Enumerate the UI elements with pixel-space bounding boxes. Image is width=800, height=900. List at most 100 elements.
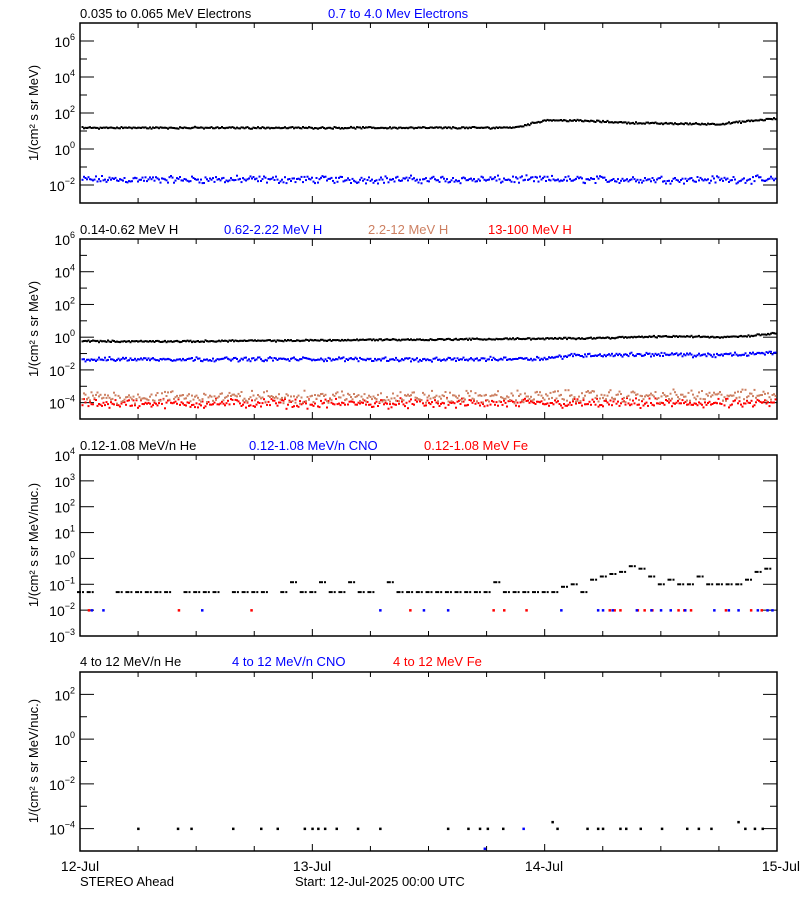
data-point	[102, 126, 105, 129]
data-point	[319, 581, 323, 584]
data-point	[510, 358, 513, 361]
data-point	[273, 397, 276, 399]
data-point	[516, 125, 519, 128]
data-point	[737, 609, 740, 612]
data-point	[113, 340, 115, 342]
data-point	[245, 340, 247, 342]
data-point	[375, 338, 378, 341]
data-point	[386, 177, 388, 180]
data-point	[696, 176, 699, 178]
data-point	[96, 404, 99, 407]
data-point	[543, 175, 546, 178]
data-point	[128, 126, 130, 129]
data-point	[185, 397, 187, 400]
data-point	[620, 336, 622, 339]
data-point	[548, 397, 550, 400]
data-point	[270, 177, 273, 180]
data-point	[129, 357, 132, 360]
data-point	[564, 389, 567, 392]
data-point	[567, 403, 570, 406]
data-point	[762, 119, 765, 122]
data-point	[684, 395, 687, 398]
data-point	[741, 405, 744, 408]
data-point	[644, 122, 646, 125]
data-point	[578, 119, 580, 122]
data-point	[537, 337, 540, 340]
data-point	[720, 583, 723, 586]
data-point	[169, 591, 172, 594]
data-point	[218, 358, 220, 361]
data-point	[353, 358, 355, 361]
data-point	[494, 127, 496, 130]
data-point	[176, 402, 178, 405]
data-point	[564, 404, 567, 407]
data-point	[605, 399, 607, 402]
data-point	[294, 181, 297, 184]
data-point	[507, 358, 510, 361]
data-point	[285, 591, 288, 594]
data-point	[641, 354, 643, 357]
data-point	[125, 396, 127, 399]
series-title-electrons-high: 0.7 to 4.0 Mev Electrons	[328, 6, 469, 21]
data-point	[546, 402, 549, 405]
data-point	[218, 178, 220, 180]
data-point	[771, 177, 774, 180]
data-point	[603, 399, 606, 402]
data-point	[132, 395, 135, 398]
data-point	[486, 404, 489, 407]
data-point	[602, 405, 604, 408]
data-point	[590, 177, 592, 180]
data-point	[743, 353, 745, 356]
plot-frame	[79, 454, 778, 637]
data-point	[710, 354, 712, 357]
data-point	[266, 181, 268, 184]
data-point	[561, 585, 565, 588]
data-point	[123, 401, 126, 404]
data-point	[114, 127, 117, 130]
data-point	[542, 358, 544, 361]
data-point	[750, 578, 752, 581]
data-point	[230, 395, 232, 397]
data-point	[671, 180, 673, 183]
data-point	[326, 400, 328, 403]
data-point	[87, 358, 90, 361]
data-point	[435, 356, 438, 359]
data-point	[633, 178, 636, 181]
data-point	[303, 400, 306, 403]
data-point	[459, 182, 462, 185]
data-point	[435, 394, 438, 397]
data-point	[639, 336, 642, 338]
data-point	[176, 827, 180, 831]
data-point	[662, 392, 664, 394]
data-point	[471, 337, 474, 340]
data-point	[650, 355, 652, 358]
data-point	[756, 394, 759, 397]
data-point	[254, 178, 256, 181]
data-point	[321, 338, 324, 341]
data-point	[590, 355, 592, 358]
data-point	[218, 339, 220, 342]
data-point	[648, 352, 651, 355]
data-point	[714, 401, 717, 404]
data-point	[132, 359, 135, 361]
data-point	[99, 339, 102, 342]
data-point	[738, 180, 741, 183]
data-point	[84, 360, 87, 363]
data-point	[638, 567, 643, 570]
data-point	[665, 335, 667, 337]
data-point	[600, 393, 603, 396]
data-point	[228, 126, 231, 129]
data-point	[570, 394, 573, 397]
data-point	[246, 591, 249, 594]
data-point	[363, 178, 366, 181]
data-point	[558, 336, 561, 339]
data-point	[393, 126, 396, 129]
data-point	[365, 338, 367, 341]
data-point	[662, 583, 665, 586]
data-point	[455, 360, 457, 362]
data-point	[143, 126, 145, 129]
data-point	[89, 399, 91, 402]
data-point	[480, 175, 483, 178]
data-point	[707, 352, 709, 355]
